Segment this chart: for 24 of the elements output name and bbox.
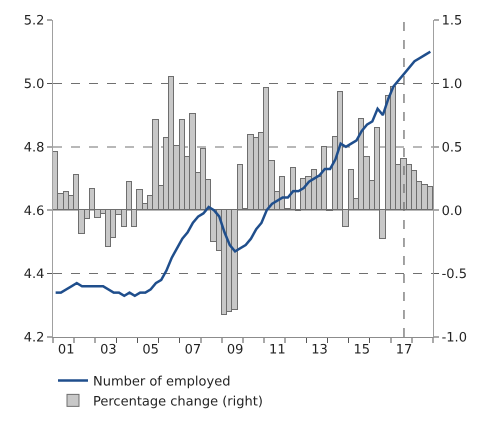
y-tick-label: 5.2 (24, 14, 44, 29)
x-tick-label: 15 (353, 342, 370, 358)
x-tick-label: 03 (100, 342, 117, 358)
y2-tick-label: -1.0 (442, 330, 467, 346)
y2-tick-label: 1.0 (442, 76, 462, 92)
x-tick-label: 05 (142, 342, 159, 358)
y2-tick-label: 0.0 (442, 204, 462, 219)
y-tick-label: 4.2 (24, 330, 44, 346)
x-tick-label: 09 (226, 342, 244, 358)
x-tick-label: 11 (269, 342, 286, 358)
legend-label: Number of employed (93, 374, 230, 390)
line-series (54, 50, 432, 298)
y-tick-label: 4.6 (24, 204, 44, 219)
x-tick-label: 07 (184, 342, 202, 358)
y2-tick-label: 1.5 (442, 14, 462, 29)
y2-tick-label: -0.5 (442, 267, 467, 282)
x-tick-label: 01 (58, 342, 74, 358)
y-tick-label: 5.0 (24, 76, 44, 92)
x-tick-label: 17 (396, 342, 412, 358)
legend-label: Percentage change (right) (93, 394, 263, 410)
x-tick-label: 13 (311, 342, 328, 358)
y2-tick-label: 0.5 (442, 140, 462, 156)
y-tick-label: 4.8 (24, 140, 44, 156)
y-tick-label: 4.4 (24, 267, 44, 282)
